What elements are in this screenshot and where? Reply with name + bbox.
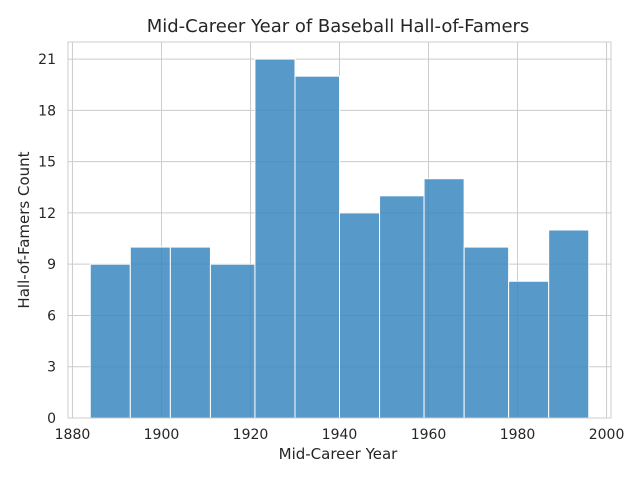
chart-title: Mid-Career Year of Baseball Hall-of-Fame… xyxy=(147,16,530,37)
histogram-bar xyxy=(294,75,340,419)
x-tick-label: 1900 xyxy=(144,427,180,443)
y-tick-label: 15 xyxy=(38,155,56,171)
histogram-bar xyxy=(548,229,590,419)
y-tick-label: 9 xyxy=(47,257,56,273)
y-tick-labels: 0 3 6 9 12 15 18 21 xyxy=(38,52,56,427)
histogram-bar xyxy=(508,280,550,419)
histogram-bar xyxy=(129,246,171,419)
histogram-bar xyxy=(209,263,256,419)
x-tick-label: 1960 xyxy=(411,427,447,443)
histogram-bar xyxy=(169,246,211,419)
histogram-bar xyxy=(254,58,296,419)
x-tick-label: 2000 xyxy=(589,427,625,443)
x-tick-label: 1980 xyxy=(500,427,536,443)
histogram-bar xyxy=(339,212,381,419)
x-tick-labels: 1880 1900 1920 1940 1960 1980 2000 xyxy=(55,427,625,443)
histogram-bar xyxy=(423,178,465,419)
y-axis-label: Hall-of-Famers Count xyxy=(15,151,33,308)
histogram-bar xyxy=(89,263,131,419)
y-tick-label: 12 xyxy=(38,206,56,222)
histogram-bar xyxy=(379,195,425,419)
x-tick-label: 1920 xyxy=(233,427,269,443)
y-tick-label: 3 xyxy=(47,360,56,376)
y-tick-label: 18 xyxy=(38,103,56,119)
histogram-bar xyxy=(463,246,510,419)
y-tick-label: 0 xyxy=(47,411,56,427)
x-tick-label: 1880 xyxy=(55,427,91,443)
y-tick-label: 6 xyxy=(47,308,56,324)
y-tick-label: 21 xyxy=(38,52,56,68)
x-tick-label: 1940 xyxy=(322,427,358,443)
x-axis-label: Mid-Career Year xyxy=(279,445,399,463)
bars-layer xyxy=(89,58,590,419)
plot-frame xyxy=(67,41,612,419)
